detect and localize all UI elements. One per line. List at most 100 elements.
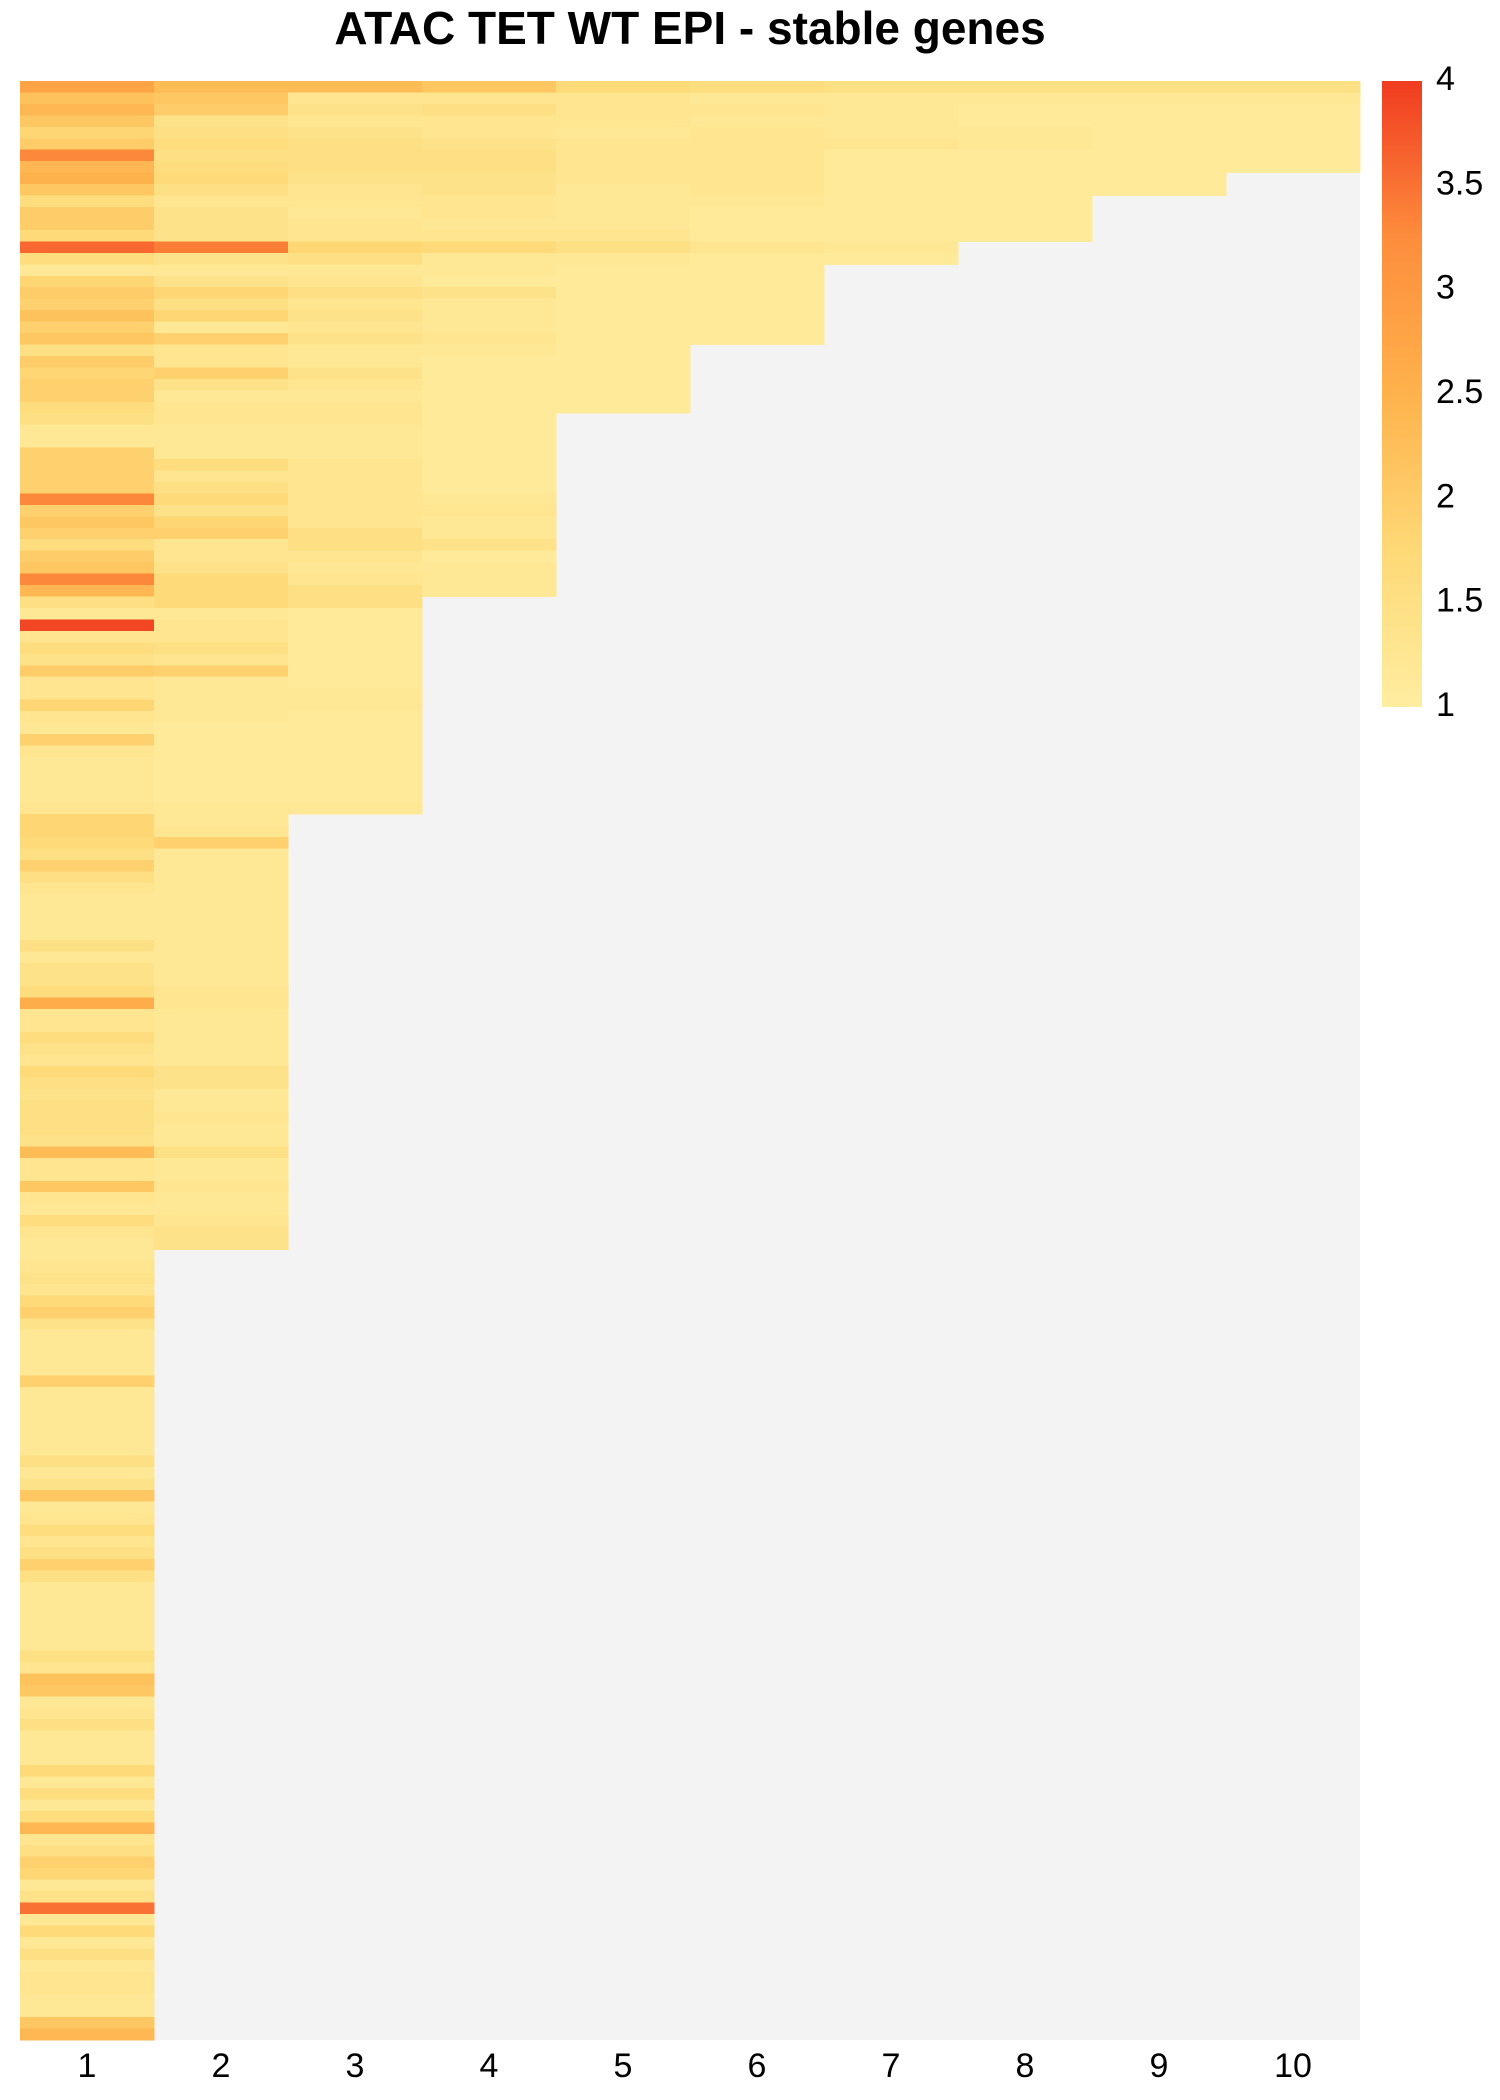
heatmap-cell (1226, 126, 1361, 139)
heatmap-cell (154, 871, 289, 884)
heatmap-cell (20, 734, 155, 746)
heatmap-cell (422, 516, 557, 529)
heatmap-cell (154, 928, 289, 941)
heatmap-cell (422, 218, 557, 231)
heatmap-cell (288, 149, 423, 162)
heatmap-cell (20, 481, 155, 494)
heatmap-cell (154, 275, 289, 288)
heatmap-cell (20, 207, 155, 219)
heatmap-cell (154, 974, 289, 987)
heatmap-cell (958, 195, 1093, 208)
heatmap-cell (1092, 92, 1227, 105)
heatmap-cell (154, 367, 289, 380)
legend-tick-label: 3.5 (1436, 164, 1483, 202)
heatmap-cell (154, 172, 289, 185)
heatmap-cell (690, 103, 825, 116)
heatmap-cell (20, 1616, 155, 1629)
heatmap-cell (824, 149, 959, 162)
heatmap-cell (20, 1902, 155, 1915)
heatmap-cell (20, 1593, 155, 1606)
heatmap-cell (20, 768, 155, 781)
heatmap-cell (20, 184, 155, 197)
heatmap-cell (20, 986, 155, 998)
heatmap-cell (288, 161, 423, 174)
heatmap-cell (154, 81, 289, 93)
heatmap-cell (20, 882, 155, 895)
heatmap-cell (154, 229, 289, 242)
heatmap-cell (20, 1891, 155, 1904)
heatmap-cell (958, 218, 1093, 231)
legend-tick-label: 1 (1436, 686, 1455, 724)
heatmap-cell (422, 287, 557, 300)
heatmap-cell (690, 207, 825, 219)
heatmap-cell (422, 550, 557, 563)
heatmap-cell (422, 390, 557, 403)
heatmap-cell (422, 115, 557, 128)
heatmap-cell (958, 138, 1093, 151)
heatmap-cell (20, 413, 155, 426)
heatmap-cell (958, 161, 1093, 174)
heatmap-cell (20, 138, 155, 151)
heatmap-cell (288, 779, 423, 792)
heatmap-cell (154, 1238, 289, 1251)
heatmap-cell (20, 711, 155, 724)
heatmap-cell (154, 768, 289, 781)
heatmap-cell (288, 378, 423, 391)
heatmap-cell (556, 298, 691, 311)
heatmap-cell (154, 1226, 289, 1239)
heatmap-cell (690, 81, 825, 93)
heatmap-cell (958, 115, 1093, 128)
heatmap-cell (422, 378, 557, 391)
x-tick-label: 7 (882, 2047, 901, 2085)
heatmap-cell (20, 848, 155, 861)
heatmap-cell (20, 1398, 155, 1411)
heatmap-cell (690, 149, 825, 162)
heatmap-cell (958, 172, 1093, 185)
heatmap-cell (20, 1066, 155, 1079)
heatmap-cell (154, 92, 289, 105)
heatmap-cell (20, 917, 155, 930)
heatmap-cell (288, 596, 423, 609)
heatmap-cell (20, 390, 155, 403)
heatmap-cell (20, 1547, 155, 1560)
heatmap-cell (154, 963, 289, 976)
x-tick-label: 1 (78, 2047, 97, 2085)
heatmap-cell (958, 207, 1093, 219)
heatmap-cell (288, 470, 423, 483)
heatmap-cell (422, 103, 557, 116)
heatmap-cell (20, 504, 155, 517)
heatmap-cell (154, 321, 289, 334)
heatmap-cell (422, 562, 557, 575)
heatmap-cell (154, 917, 289, 930)
heatmap-cell (20, 1387, 155, 1399)
heatmap-cell (20, 1031, 155, 1044)
heatmap-cell (154, 940, 289, 953)
heatmap-cell (20, 1203, 155, 1216)
heatmap-cell (154, 1146, 289, 1159)
heatmap-cell (422, 321, 557, 334)
heatmap-cell (154, 550, 289, 563)
heatmap-cell (154, 860, 289, 872)
x-tick-label: 6 (748, 2047, 767, 2085)
heatmap-cell (288, 401, 423, 414)
heatmap-cell (556, 264, 691, 277)
heatmap-cell (20, 378, 155, 391)
heatmap-cell (288, 103, 423, 116)
heatmap-cell (20, 688, 155, 701)
heatmap-cell (20, 1020, 155, 1033)
heatmap-cell (556, 229, 691, 242)
heatmap-cell (20, 802, 155, 815)
heatmap-cell (154, 355, 289, 368)
heatmap-cell (154, 814, 289, 827)
heatmap-cell (422, 138, 557, 151)
heatmap-cell (20, 1776, 155, 1789)
heatmap-cell (20, 619, 155, 632)
heatmap-cell (422, 264, 557, 277)
x-tick-label: 5 (614, 2047, 633, 2085)
heatmap-cell (20, 1524, 155, 1537)
heatmap-cell (20, 1822, 155, 1835)
heatmap-cell (20, 470, 155, 483)
heatmap-cell (20, 1570, 155, 1583)
heatmap-cell (20, 367, 155, 380)
